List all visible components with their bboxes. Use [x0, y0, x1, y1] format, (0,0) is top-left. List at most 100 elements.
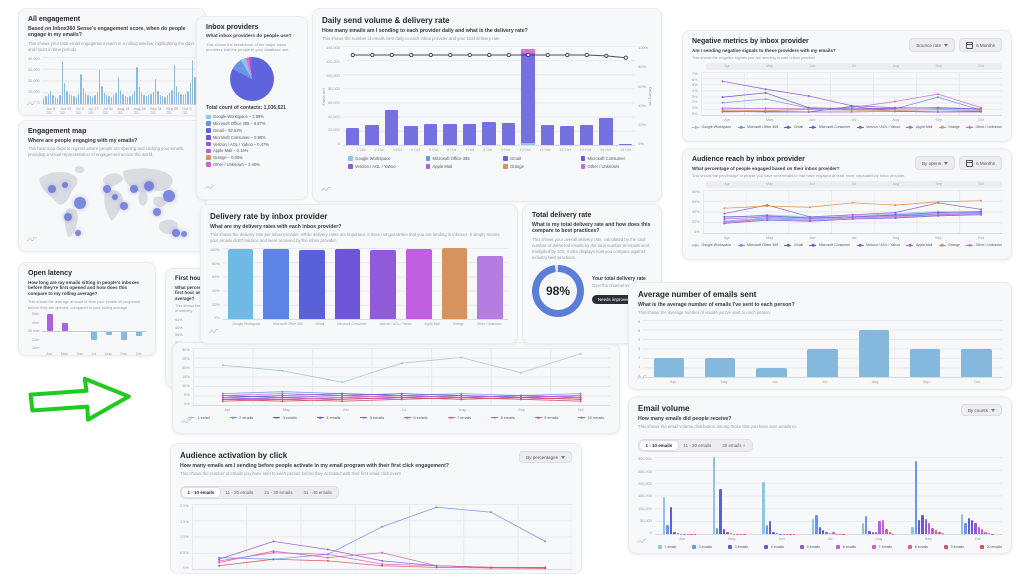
tab[interactable]: 31 - 40 emails [303, 490, 332, 496]
metric-dropdown[interactable]: By counts [960, 404, 1002, 416]
x-tick: Jun [809, 117, 816, 122]
legend-label: Microsoft Consumer [818, 243, 851, 248]
tab[interactable]: 1 - 10 emails [182, 488, 220, 498]
x-tick: 11 Oct [539, 148, 551, 153]
card-title: Inbox providers [206, 24, 259, 31]
engagement-dot [75, 229, 82, 236]
card-title: All engagement [28, 16, 81, 23]
bar [164, 57, 166, 105]
tab[interactable]: 11 - 20 emails [225, 490, 254, 496]
band-month: May [766, 182, 773, 187]
negative-metrics-card: Bounce rate 6 Months Negative metrics by… [682, 30, 1012, 142]
y-tick: 7% [692, 71, 698, 76]
bar [119, 312, 128, 350]
y-tick: 10,000 [28, 90, 40, 95]
card-description: This shows the percentage of people you … [692, 173, 906, 179]
bar [187, 57, 189, 105]
series-swatch [836, 544, 841, 549]
metric-dropdown[interactable]: Bounce rate [909, 38, 956, 52]
legend-label: Microsoft Consumer [587, 155, 625, 161]
bar [124, 57, 126, 105]
x-tick: Jun [809, 235, 816, 240]
metric-dropdown[interactable]: By percentages [519, 451, 572, 463]
y-tick: 300,000 [638, 457, 652, 462]
bar [984, 531, 987, 535]
legend-label: Verizon / AOL / Yahoo [355, 163, 396, 169]
bar [131, 57, 133, 105]
email-volume-card: By counts Email volume How many emails d… [628, 396, 1012, 554]
delivery-rate-line [343, 46, 636, 145]
bar [50, 57, 52, 105]
bar [150, 57, 152, 105]
open-latency-card: Open latency How long are my emails sitt… [18, 262, 156, 356]
legend-item: Gmail [503, 156, 575, 161]
x-tick: Apr [679, 537, 686, 542]
x-tick: Gmail [315, 322, 325, 327]
bar [126, 57, 129, 105]
tab[interactable]: 11 - 20 emails [683, 443, 712, 449]
bar [45, 57, 47, 105]
y-tick: 15% [182, 375, 190, 379]
card-description: This shows your total email engagement r… [28, 41, 195, 53]
bar [68, 57, 71, 105]
x-axis: Jun 5 '22 Jun 19 '22 Jul 3 '22 Jul 17 '22 Ju… [46, 107, 196, 115]
bar [161, 57, 164, 105]
card-question: What is my total delivery rate and how d… [532, 221, 651, 235]
y-tick: 40% [692, 209, 700, 214]
bar [663, 497, 666, 535]
series-swatch [658, 544, 662, 549]
legend-item: 3 emails [273, 416, 297, 420]
bar [599, 46, 613, 146]
legend-item: 7 emails [872, 544, 892, 549]
x-tick: Apr [724, 117, 730, 122]
legend-item: 1 email [187, 416, 210, 420]
months-button[interactable]: 6 Months [959, 38, 1002, 52]
x-tick: 13 Oct [579, 148, 591, 153]
card-title: Daily send volume & delivery rate [322, 16, 450, 25]
tab[interactable]: 21 - 30 emails [264, 490, 293, 496]
bar [722, 529, 726, 535]
legend-label: Microsoft Office 365 – 8.87% [213, 121, 266, 127]
series-swatch [206, 128, 211, 133]
series-swatch [906, 126, 914, 128]
series-swatch [206, 121, 211, 126]
x-tick: Sep [935, 235, 942, 240]
bar [716, 527, 719, 535]
y-tick: 1.0% [180, 535, 189, 540]
bar [991, 533, 994, 535]
card-question: Based on Inbox360 Sense's engagement sco… [28, 25, 186, 39]
legend-label: 6 emails [842, 544, 857, 549]
legend-item: Microsoft Consumer [580, 155, 653, 161]
card-title: Negative metrics by inbox provider [692, 38, 809, 45]
months-button[interactable]: 6 Months [959, 156, 1002, 170]
y-axis: 40,000 30,000 20,000 10,000 0 [28, 57, 43, 105]
legend-label: Orange – 0.00% [213, 155, 243, 161]
legend-label: 4 emails [326, 415, 341, 420]
legend-item: 9 emails [944, 544, 964, 549]
calendar-icon [966, 41, 974, 49]
tab[interactable]: 30 emails + [722, 443, 746, 449]
x-axis: Apr May Jun Jul Aug Sep Oct [648, 380, 1002, 384]
bar-group [853, 457, 903, 535]
legend-item: Microsoft Office 365 – 8.87% [206, 121, 298, 126]
y-axis-right: 100% 80% 60% 40% 20% 0% [635, 46, 648, 146]
band-month: May [766, 64, 773, 69]
y-axis: 2.0% 1.5% 1.0% 0.5% 0% [180, 504, 192, 570]
legend-label: 3 emails [282, 415, 297, 420]
series-swatch [784, 126, 792, 128]
y-tick: 0% [183, 566, 189, 571]
bar [934, 530, 938, 535]
y-tick: 50m [32, 312, 40, 317]
metric-dropdown[interactable]: By opens [914, 156, 956, 170]
line-series [219, 508, 545, 560]
legend-item: 1 email [658, 544, 676, 549]
series-swatch [938, 244, 946, 246]
y-tick: 1.5% [180, 519, 189, 524]
bar [712, 457, 716, 535]
bar [87, 57, 89, 105]
legend-item: 9 emails [534, 416, 558, 420]
x-tick: 12 Oct [559, 148, 571, 153]
tab[interactable]: 1 - 10 emails [640, 441, 678, 451]
x-tick: Apr [224, 408, 231, 412]
x-tick: Sep [924, 537, 932, 542]
